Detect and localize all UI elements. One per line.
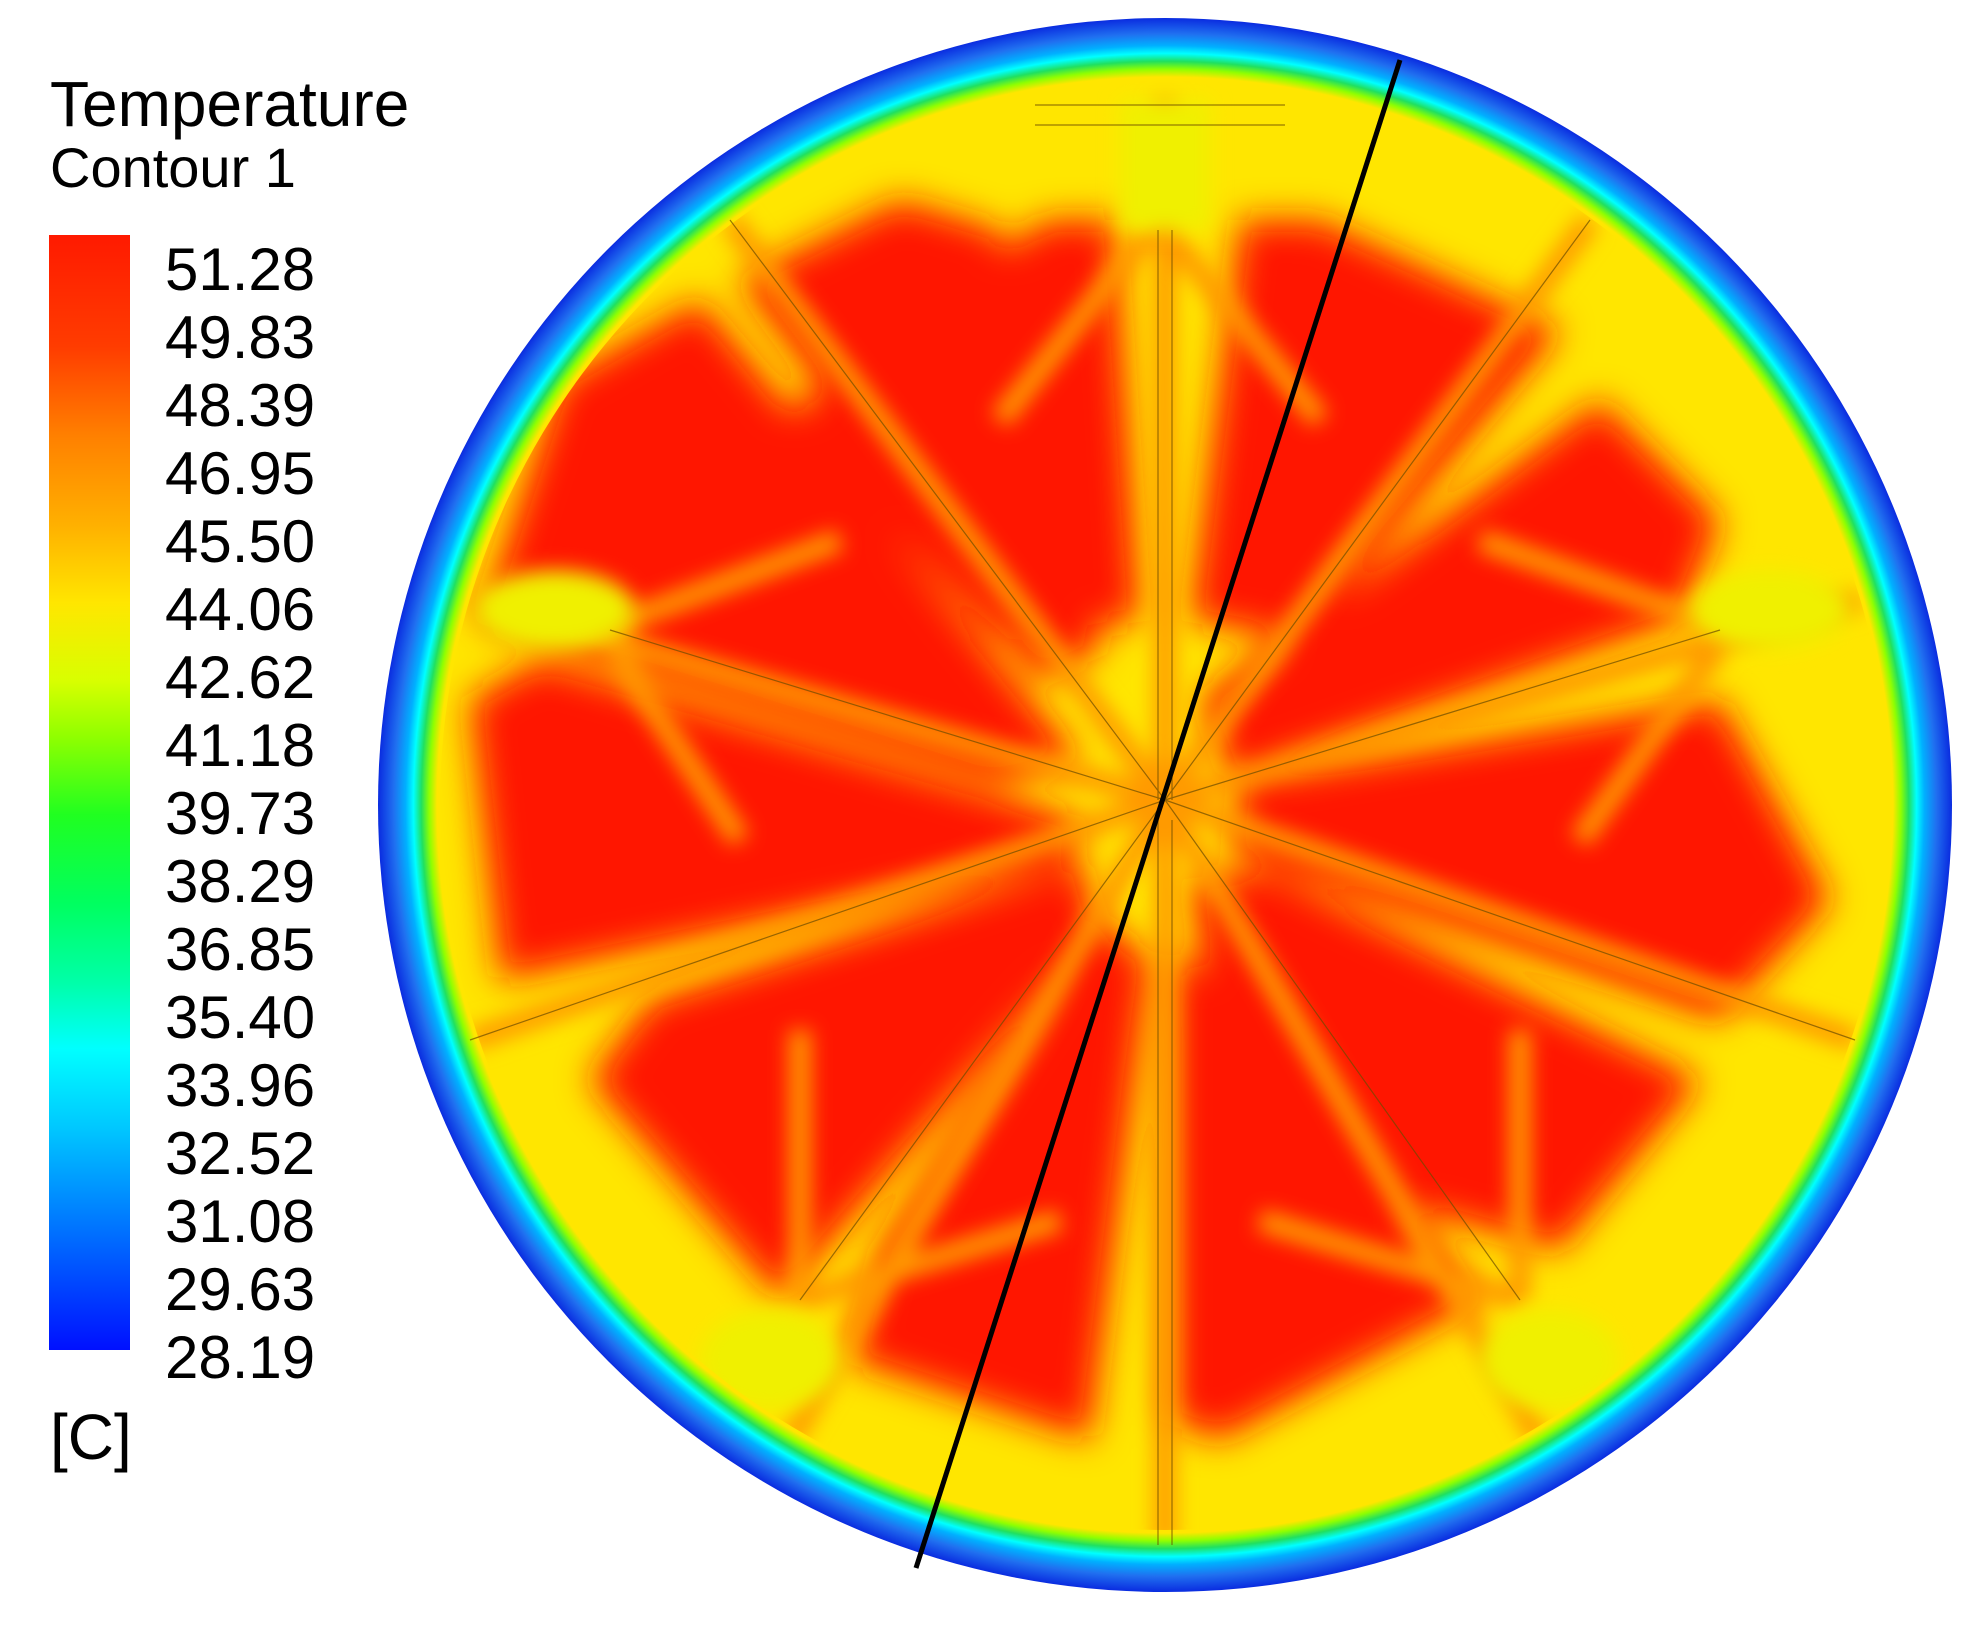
colorbar-tick-label: 31.08	[165, 1188, 316, 1255]
colorbar-tick-label: 44.06	[165, 576, 316, 643]
hot-zones	[470, 200, 1830, 1440]
legend-title: Temperature	[50, 68, 410, 140]
colorbar-tick-label: 32.52	[165, 1120, 316, 1187]
fin-root-hotspots	[475, 100, 1850, 1410]
colorbar-tick-label: 45.50	[165, 508, 316, 575]
colorbar-tick-label: 36.85	[165, 916, 316, 983]
colorbar-tick-label: 49.83	[165, 304, 316, 371]
colorbar-tick-label: 28.19	[165, 1324, 316, 1391]
unit-label: [C]	[50, 1401, 132, 1473]
colorbar-tick-label: 42.62	[165, 644, 316, 711]
colorbar-tick-label: 51.28	[165, 236, 316, 303]
colorbar-tick-label: 35.40	[165, 984, 316, 1051]
colorbar-tick-label: 41.18	[165, 712, 316, 779]
section-line	[913, 59, 1403, 1569]
colorbar-tick-label: 46.95	[165, 440, 316, 507]
colorbar-tick-label: 39.73	[165, 780, 316, 847]
temperature-colorbar	[49, 235, 130, 1350]
colorbar-tick-label: 38.29	[165, 848, 316, 915]
fin-outlines	[469, 104, 1856, 1545]
colorbar-tick-label: 29.63	[165, 1256, 316, 1323]
colorbar-tick-label: 48.39	[165, 372, 316, 439]
legend-subtitle: Contour 1	[50, 136, 296, 199]
colorbar-tick-labels: 51.28 49.83 48.39 46.95 45.50 44.06 42.6…	[165, 236, 385, 1388]
colorbar-tick-label: 33.96	[165, 1052, 316, 1119]
